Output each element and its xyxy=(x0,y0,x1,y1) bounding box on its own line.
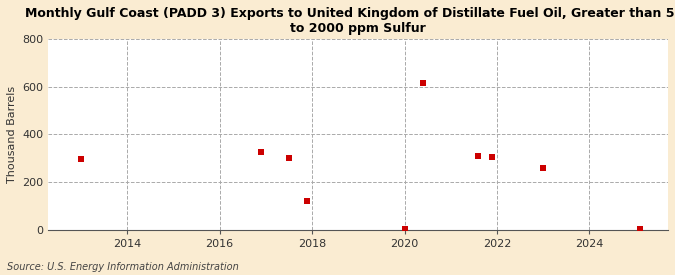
Point xyxy=(487,155,497,159)
Point xyxy=(538,166,549,170)
Point xyxy=(418,81,429,85)
Point xyxy=(256,150,267,155)
Y-axis label: Thousand Barrels: Thousand Barrels xyxy=(7,86,17,183)
Point xyxy=(302,199,313,203)
Point xyxy=(76,157,86,162)
Title: Monthly Gulf Coast (PADD 3) Exports to United Kingdom of Distillate Fuel Oil, Gr: Monthly Gulf Coast (PADD 3) Exports to U… xyxy=(25,7,675,35)
Point xyxy=(635,226,646,231)
Text: Source: U.S. Energy Information Administration: Source: U.S. Energy Information Administ… xyxy=(7,262,238,272)
Point xyxy=(284,156,294,160)
Point xyxy=(399,226,410,231)
Point xyxy=(473,154,484,158)
